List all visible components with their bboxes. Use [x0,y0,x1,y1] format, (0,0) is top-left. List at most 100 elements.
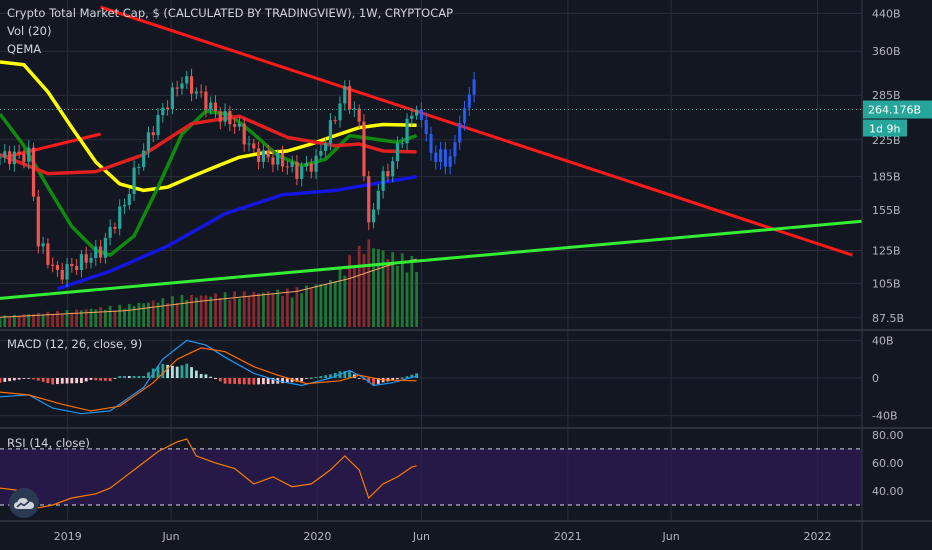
axes: 87.5B 105B 125B 155B 185B 225B 285B 360B 440B 40B… [54,7,904,543]
projection-body [453,142,457,157]
candle-body [22,153,26,162]
candle-body [94,246,98,259]
volume-bar [113,310,117,327]
volume-bar [352,266,356,327]
macd-histogram-bar [75,378,79,384]
volume-bar [80,310,83,327]
last-price-value: 264.176B [868,104,921,117]
candle-body [89,258,93,263]
macd-histogram-bar [147,372,150,378]
candle-body [65,263,69,280]
volume-bar [94,309,98,327]
candle-body [300,166,304,179]
volume-bar [175,302,179,327]
macd-histogram-bar [410,374,414,378]
volume-bar [266,291,270,327]
macd-histogram-bar [137,375,141,378]
price-tick-label: 285B [872,89,901,102]
tradingview-logo[interactable] [9,488,39,518]
macd-histogram-bar [127,375,131,378]
candle-body [12,151,16,165]
candle-body [36,196,40,247]
macd-histogram-bar [295,378,299,382]
x-tick-label: Jun [412,530,430,543]
volume-bar [199,295,203,327]
candle-body [209,102,213,110]
candle-body [75,266,79,270]
price-tick-label: 125B [872,245,901,258]
macd-histogram-bar [99,378,102,381]
macd-histogram-bar [103,378,107,381]
volume-bar [123,308,126,327]
volume-bar [338,267,342,327]
volume-bar [285,288,289,327]
macd-histogram-bar [108,378,112,382]
volume-bar [8,317,11,327]
candle-body [122,204,127,207]
macd-histogram-bar [46,378,50,384]
volume-bar [333,281,337,327]
volume-bar [367,239,371,327]
macd-histogram-bar [142,375,146,378]
price-tick-label: 185B [872,171,901,184]
macd-histogram-bar [36,378,40,381]
projection-body [467,94,471,109]
candle-body [357,108,361,122]
macd-histogram-bar [12,378,16,381]
macd-histogram-bar [32,378,35,380]
candle-body [266,150,270,158]
volume-bar [32,314,35,327]
volume-bar [233,291,237,327]
macd-histogram-bar [223,378,227,384]
volume-bar [405,272,409,327]
macd-histogram-bar [166,364,170,378]
price-badge: 264.176B 1d 9h [863,100,932,137]
macd-histogram-bar [372,378,375,386]
volume-bar [180,294,184,327]
volume-bar [190,294,193,327]
volume-bar [132,306,136,327]
volume-bar [372,248,375,327]
candle-body [405,118,409,144]
volume-legend: Vol (20) [7,24,52,38]
macd-legend: MACD (12, 26, close, 9) [7,337,143,351]
macd-histogram-bar [261,378,265,385]
macd-histogram-bar [185,363,189,378]
countdown-badge [863,119,907,137]
candle-body [55,265,60,270]
candle-body [395,143,400,162]
macd-histogram-bar [22,378,26,379]
candle-body [295,161,299,179]
candle-body [118,206,122,229]
candle-body [280,153,285,167]
macd-histogram-bar [175,366,179,378]
volume-bar [65,310,69,327]
volume-bar [127,303,131,327]
candle-body [237,123,242,127]
projection-body [434,152,438,162]
projection-body [419,109,424,120]
macd-histogram-bar [228,378,232,384]
macd-histogram-bar [329,374,332,378]
candle-body [142,150,146,168]
macd-histogram-bar [257,378,260,385]
candle-body [79,254,84,270]
macd-histogram-bar [171,365,174,378]
candle-body [319,151,323,156]
macd-histogram-bar [194,370,198,378]
macd-histogram-bar [309,377,313,379]
macd-pane [0,339,419,415]
macd-histogram-bar [199,374,203,378]
volume-bar [12,314,16,327]
price-tick-label: 225B [872,134,901,147]
candle-body [410,115,414,119]
candle-body [309,163,313,172]
candle-body [333,120,337,122]
candle-body [146,132,151,151]
volume-bar [252,291,256,327]
last-price-badge [863,100,932,119]
candle-body [400,143,404,145]
projection-body [424,119,428,134]
